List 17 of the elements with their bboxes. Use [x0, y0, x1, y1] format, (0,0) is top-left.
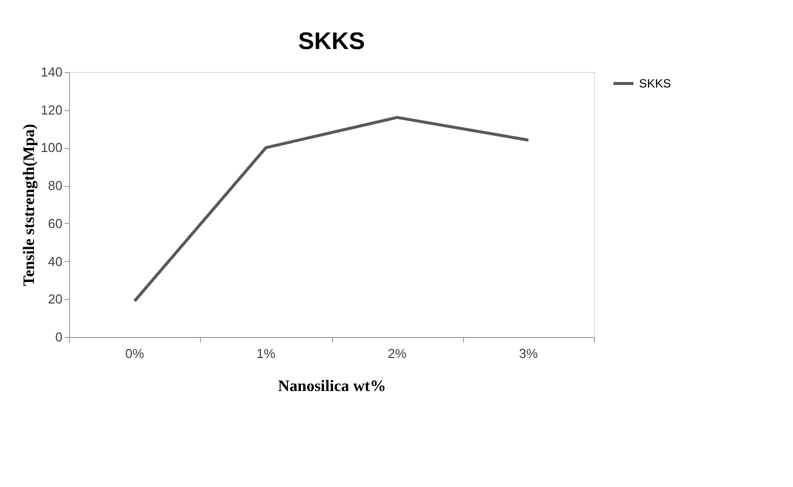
chart-title: SKKS	[298, 28, 365, 55]
y-tick-label: 80	[48, 178, 62, 194]
y-tick-label: 120	[40, 102, 62, 118]
y-tick-label: 140	[40, 64, 62, 80]
y-axis-title: Tensile ststrength(Mpa)	[20, 124, 38, 286]
y-tick-label: 20	[48, 292, 62, 307]
x-tick-label: 3%	[518, 346, 538, 361]
y-tick-label: 100	[40, 140, 62, 156]
x-axis-title: Nanosilica wt%	[278, 378, 386, 395]
x-tick-label: 0%	[125, 346, 144, 361]
x-tick-label: 2%	[388, 346, 407, 361]
legend-label: SKKS	[639, 76, 672, 90]
y-tick-label: 60	[48, 216, 62, 231]
y-tick-label: 0	[55, 330, 62, 344]
y-tick-label: 40	[48, 254, 62, 269]
line-series	[133, 116, 530, 303]
x-tick-label: 1%	[256, 346, 276, 361]
